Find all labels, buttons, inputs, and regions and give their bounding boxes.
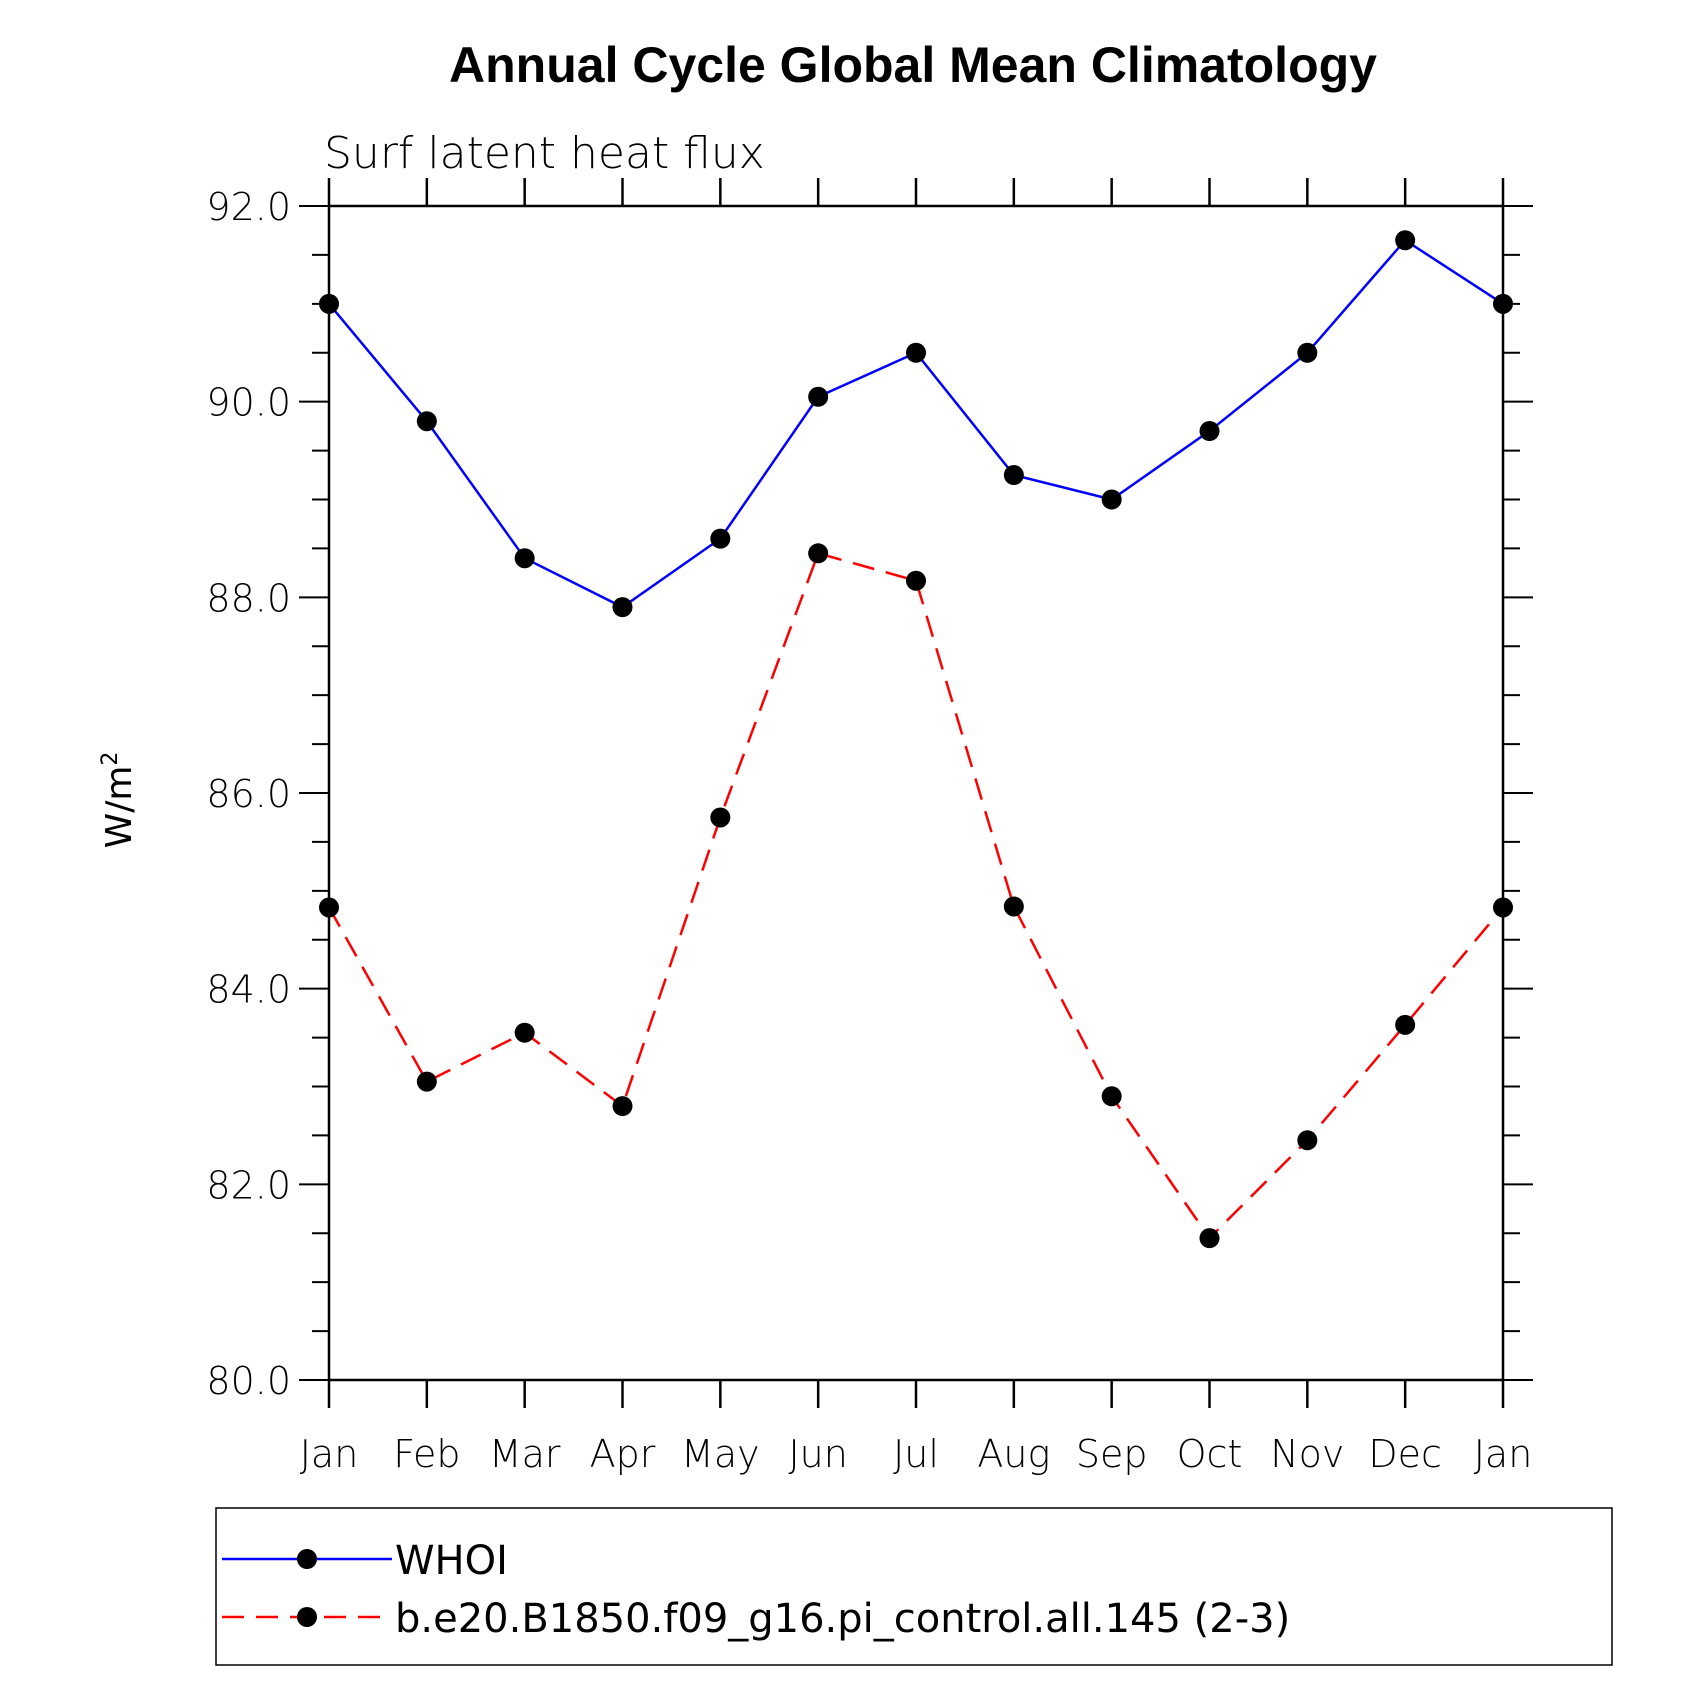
x-tick-label: Jan	[300, 1432, 359, 1476]
data-point	[1493, 293, 1513, 314]
data-point	[416, 1071, 437, 1092]
y-tick-labels: 80.0 82.0 84.0 86.0 88.0 90.0 92.0	[206, 185, 291, 1403]
x-tick-label: Apr	[590, 1432, 656, 1476]
series-2	[319, 543, 1513, 1249]
y-tick-label: 84.0	[206, 968, 291, 1012]
chart-subtitle: Surf latent heat flux	[324, 128, 765, 179]
data-point	[319, 897, 339, 918]
series-layer	[319, 230, 1513, 1249]
y-tick-label: 88.0	[206, 576, 291, 620]
y-tick-label: 86.0	[206, 772, 291, 816]
y-tick-label: 90.0	[206, 381, 291, 425]
svg-text:W/m2: W/m2	[98, 752, 140, 849]
data-point	[1297, 1130, 1318, 1151]
x-tick-label: Jun	[788, 1432, 847, 1476]
y-tick-label: 92.0	[206, 185, 291, 229]
legend: WHOI b.e20.B1850.f09_g16.pi_control.all.1…	[215, 1507, 1613, 1666]
x-tick-label: May	[681, 1432, 760, 1476]
data-point	[1003, 896, 1024, 917]
data-point	[808, 543, 829, 564]
x-tick-label: Jul	[893, 1432, 939, 1476]
y-tick-label: 80.0	[206, 1359, 291, 1403]
data-point	[710, 528, 731, 549]
axes	[299, 178, 1533, 1408]
data-point	[1297, 342, 1318, 363]
legend-box	[215, 1507, 1613, 1666]
series-line	[327, 551, 1504, 1241]
x-tick-label: Oct	[1177, 1432, 1243, 1476]
data-point	[612, 597, 633, 618]
y-tick-label: 82.0	[206, 1163, 291, 1207]
x-tick-label: Sep	[1076, 1432, 1148, 1476]
x-tick-labels: Jan Feb Mar Apr May Jun Jul Aug Sep Oct Nov Dec Jan	[300, 1432, 1533, 1476]
data-point	[1199, 421, 1220, 442]
x-tick-label: Feb	[393, 1432, 460, 1476]
data-point	[1003, 465, 1024, 486]
legend-label: WHOI	[395, 1538, 508, 1584]
series-1	[319, 230, 1513, 618]
data-point	[319, 293, 339, 314]
data-point	[906, 342, 926, 363]
legend-marker	[297, 1549, 317, 1569]
data-point	[1199, 1228, 1220, 1249]
data-point	[1395, 230, 1416, 251]
x-tick-label: Aug	[977, 1432, 1050, 1476]
legend-label: b.e20.B1850.f09_g16.pi_control.all.145 (…	[395, 1596, 1290, 1642]
legend-marker	[297, 1607, 317, 1627]
data-point	[514, 548, 535, 569]
x-tick-label: Jan	[1474, 1432, 1533, 1476]
y-axis-label-superscript: 2	[98, 752, 123, 766]
data-point	[514, 1022, 535, 1043]
y-axis-label-text: W/m	[99, 766, 140, 849]
x-tick-label: Dec	[1368, 1432, 1442, 1476]
x-tick-label: Mar	[489, 1432, 561, 1476]
data-point	[1395, 1014, 1416, 1035]
legend-items: WHOI b.e20.B1850.f09_g16.pi_control.all.1…	[222, 1538, 1290, 1642]
y-axis-label: W/m2	[98, 752, 140, 849]
plot-frame	[327, 204, 1505, 1382]
data-point	[612, 1096, 633, 1117]
data-point	[710, 807, 731, 828]
data-point	[1101, 489, 1122, 510]
data-point	[906, 570, 926, 591]
series-line	[328, 238, 1504, 609]
x-tick-label: Nov	[1270, 1432, 1344, 1476]
chart-title: Annual Cycle Global Mean Climatology	[449, 37, 1377, 93]
data-point	[1101, 1086, 1122, 1107]
data-point	[808, 386, 829, 407]
data-point	[1493, 897, 1513, 918]
data-point	[416, 411, 437, 432]
